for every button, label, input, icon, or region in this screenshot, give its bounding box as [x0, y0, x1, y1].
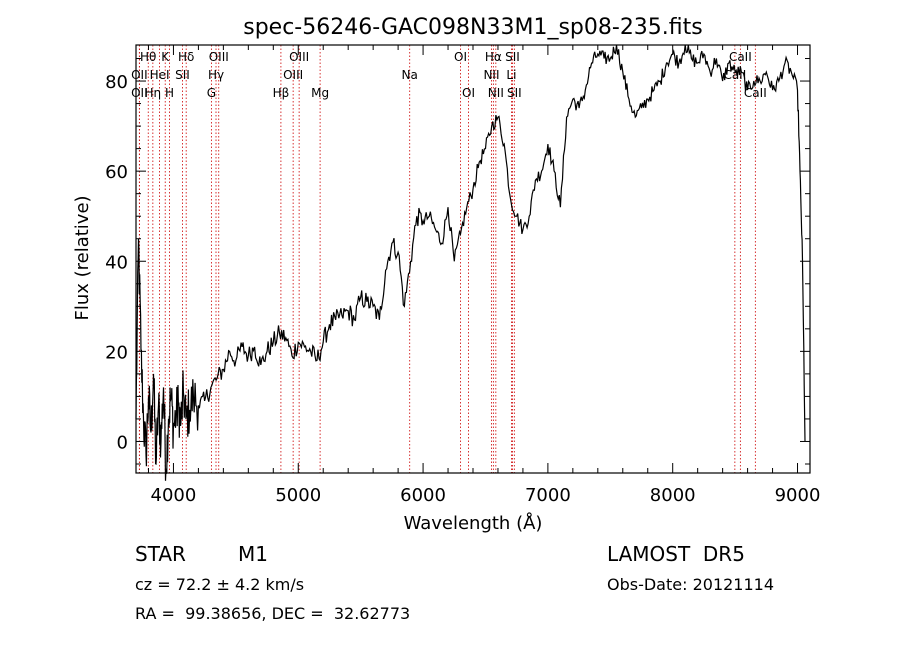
spectral-line-label: OIII — [209, 50, 229, 64]
x-tick-label: 6000 — [400, 485, 446, 506]
spectral-line-label: CaII — [723, 68, 746, 82]
observation-date: Obs-Date: 20121114 — [607, 575, 775, 594]
spectral-line-label: Hγ — [208, 68, 224, 82]
spectral-line-label: Hα — [485, 50, 502, 64]
spectral-line-label: CaII — [729, 50, 752, 64]
x-tick-label: 4000 — [151, 485, 197, 506]
spectral-line-label: OII — [131, 86, 148, 100]
x-axis-label: Wavelength (Å) — [404, 512, 543, 534]
spectral-line-label: OIII — [283, 68, 303, 82]
axis-ticks: 4000 5000 6000 7000 8000 9000 0 20 40 60 80 — [105, 45, 820, 506]
spectral-line-label: OI — [462, 86, 475, 100]
survey-release: LAMOST DR5 — [607, 542, 745, 566]
spectral-line-label: Hη — [145, 86, 162, 100]
spectral-line-label: SII — [507, 86, 522, 100]
spectral-line-label: SII — [505, 50, 520, 64]
x-tick-label: 9000 — [775, 485, 821, 506]
y-axis-label: Flux (relative) — [72, 195, 93, 320]
y-tick-label: 80 — [105, 72, 128, 93]
y-tick-label: 20 — [105, 342, 128, 363]
spectral-line-label: OI — [454, 50, 467, 64]
spectral-line-label: NII — [488, 86, 504, 100]
y-tick-label: 0 — [117, 432, 128, 453]
chart-title: spec-56246-GAC098N33M1_sp08-235.fits — [243, 15, 703, 40]
redshift-velocity: cz = 72.2 ± 4.2 km/s — [135, 575, 305, 594]
spectral-line-label: Li — [506, 68, 516, 82]
spectral-line-markers — [138, 45, 756, 473]
spectral-line-label: Mg — [311, 86, 329, 100]
spectral-line-label: H — [165, 86, 174, 100]
y-tick-label: 40 — [105, 252, 128, 273]
spectral-line-label: OIII — [289, 50, 309, 64]
x-tick-label: 8000 — [650, 485, 696, 506]
y-tick-label: 60 — [105, 162, 128, 183]
object-type: STAR — [135, 542, 186, 566]
spectral-line-label: Hβ — [273, 86, 290, 100]
spectral-line-label: SII — [175, 68, 190, 82]
spectral-line-label: HeI — [150, 68, 170, 82]
plot-frame — [135, 44, 811, 474]
spectral-line-label: OII — [131, 68, 148, 82]
spectral-line-label: Hθ — [140, 50, 156, 64]
x-tick-label: 5000 — [275, 485, 321, 506]
object-subclass: M1 — [238, 542, 268, 566]
spectrum-line — [135, 44, 806, 481]
spectral-line-label: CaII — [744, 86, 767, 100]
spectral-line-label: K — [161, 50, 170, 64]
spectral-line-label: Hδ — [178, 50, 194, 64]
x-tick-label: 7000 — [525, 485, 571, 506]
spectral-line-label: NII — [483, 68, 499, 82]
spectral-line-label: Na — [402, 68, 418, 82]
spectral-line-label: G — [207, 86, 216, 100]
coordinates: RA = 99.38656, DEC = 32.62773 — [135, 604, 411, 623]
